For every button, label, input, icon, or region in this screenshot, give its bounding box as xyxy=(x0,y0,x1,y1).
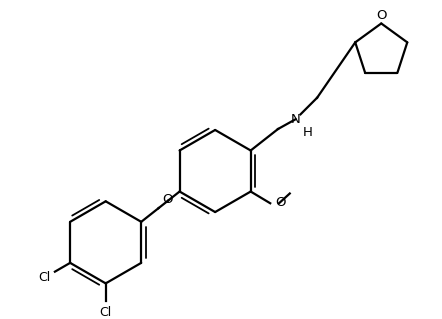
Text: O: O xyxy=(275,196,286,209)
Text: N: N xyxy=(291,113,301,126)
Text: Cl: Cl xyxy=(99,306,112,319)
Text: O: O xyxy=(376,10,386,22)
Text: H: H xyxy=(302,126,312,139)
Text: O: O xyxy=(162,193,172,206)
Text: Cl: Cl xyxy=(38,271,51,284)
